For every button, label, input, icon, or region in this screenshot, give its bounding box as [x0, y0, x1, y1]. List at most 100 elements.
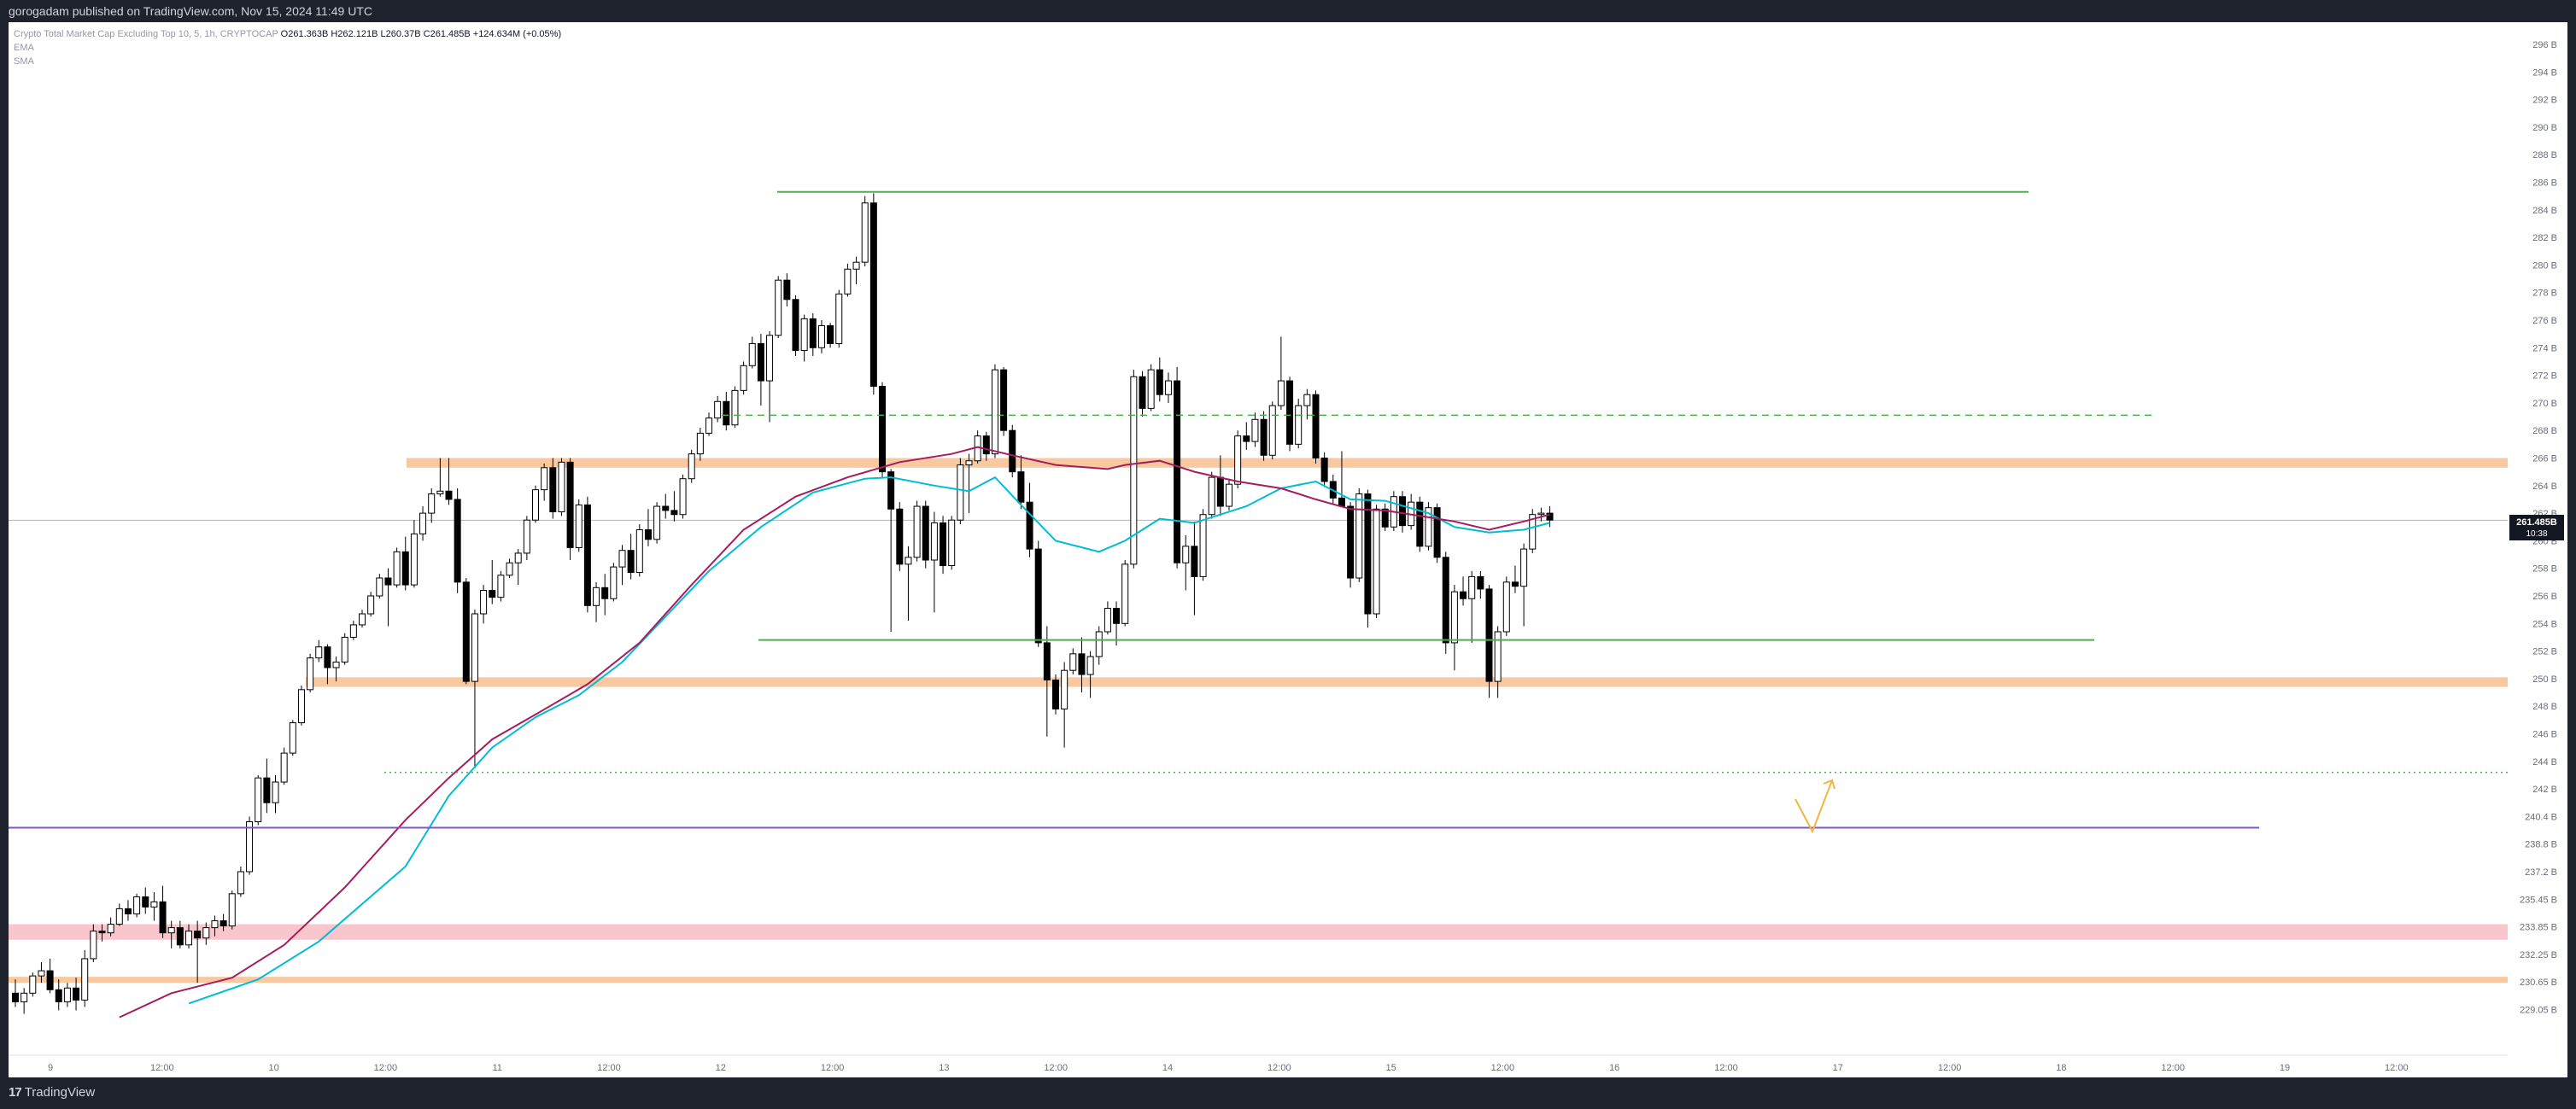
candle-body — [766, 335, 774, 382]
candle-body — [670, 510, 678, 516]
price-chart[interactable]: 296 B 294 B 292 B 290 B 288 B 286 B 284 B 282 B… — [9, 22, 2567, 1077]
candle-body — [428, 493, 436, 514]
time-axis[interactable]: 9 12:00 10 12:00 11 12:00 12 12:00 13 12:00 14 12:0… — [9, 1054, 2508, 1073]
candle-body — [1061, 669, 1068, 709]
x-tick-label: 12:00 — [2161, 1063, 2185, 1073]
candle-body — [922, 505, 929, 561]
candle-body — [1208, 476, 1215, 516]
candle-body — [107, 924, 114, 934]
candle-body — [1147, 369, 1155, 409]
drawings-layer — [9, 190, 2508, 834]
tradingview-logo-mark: 17 — [9, 1085, 22, 1100]
y-tick-label: 232.25 B — [2520, 950, 2557, 960]
candle-body — [1381, 508, 1389, 528]
candle-body — [1546, 512, 1554, 521]
footer-bar: 17 TradingView — [0, 1077, 2576, 1109]
candle-body — [514, 552, 522, 563]
candle-body — [757, 342, 764, 382]
x-tick-label: 12:00 — [1938, 1063, 1962, 1073]
candle-body — [1130, 376, 1138, 565]
y-tick-label: 237.2 B — [2525, 867, 2557, 878]
candle-body — [940, 522, 947, 566]
candle-body — [211, 920, 219, 929]
candle-body — [1312, 394, 1320, 458]
ohlc-close: C261.485B — [423, 29, 471, 39]
candle-body — [480, 590, 488, 615]
last-price-countdown: 10:38 — [2526, 529, 2547, 539]
candle-body — [289, 722, 296, 754]
symbol-name[interactable]: Crypto Total Market Cap Excluding Top 10… — [14, 29, 278, 39]
candle-body — [133, 896, 141, 914]
candle-body — [913, 505, 921, 558]
candle-body — [541, 467, 548, 491]
last-price-value: 261.485B — [2516, 517, 2557, 528]
candle-body — [1268, 405, 1276, 456]
y-tick-label: 278 B — [2532, 289, 2557, 299]
legend-main-row: Crypto Total Market Cap Excluding Top 10… — [14, 27, 561, 41]
candle-body — [376, 577, 383, 597]
candle-body — [1156, 369, 1163, 395]
y-tick-label: 296 B — [2532, 40, 2557, 50]
candle-body — [115, 908, 123, 925]
x-tick-label: 12:00 — [821, 1063, 845, 1073]
candle-body — [436, 490, 444, 494]
candle-body — [90, 931, 97, 960]
ohlc-change: +124.634M (+0.05%) — [472, 29, 562, 39]
candle-body — [1113, 608, 1121, 624]
candle-body — [246, 820, 254, 873]
candle-body — [879, 386, 886, 473]
y-tick-label: 288 B — [2532, 150, 2557, 161]
y-tick-label: 270 B — [2532, 399, 2557, 409]
ohlc-high: H262.121B — [331, 29, 378, 39]
y-tick-label: 250 B — [2532, 674, 2557, 685]
y-tick-label: 282 B — [2532, 233, 2557, 243]
candle-body — [705, 417, 712, 434]
y-tick-label: 235.45 B — [2520, 895, 2557, 905]
price-axis[interactable]: 296 B 294 B 292 B 290 B 288 B 286 B 284 B 282 B… — [2520, 40, 2557, 1016]
indicator-ema-label[interactable]: EMA — [14, 43, 34, 53]
y-tick-label: 256 B — [2532, 592, 2557, 602]
tradingview-logo[interactable]: 17 TradingView — [9, 1085, 95, 1100]
candle-body — [454, 499, 461, 583]
y-tick-label: 244 B — [2532, 757, 2557, 768]
x-tick-label: 16 — [1609, 1063, 1619, 1073]
candle-body — [1017, 471, 1025, 503]
projection-arrowhead — [1823, 779, 1835, 790]
candle-body — [1364, 493, 1372, 615]
candle-body — [558, 461, 565, 512]
x-tick-label: 12:00 — [1268, 1063, 1291, 1073]
x-tick-label: 15 — [1385, 1063, 1396, 1073]
projection-sketch — [1794, 779, 1833, 834]
candle-body — [1320, 458, 1328, 482]
x-tick-label: 14 — [1162, 1063, 1173, 1073]
candle-body — [627, 550, 635, 574]
candle-body — [1286, 380, 1294, 445]
candle-body — [1104, 608, 1111, 633]
candle-body — [1216, 476, 1224, 507]
candle-body — [255, 777, 262, 822]
candle-body — [506, 562, 513, 576]
support-zone — [306, 677, 2508, 687]
candles-layer — [12, 193, 1554, 1014]
y-tick-label: 252 B — [2532, 647, 2557, 657]
candle-body — [332, 662, 340, 668]
frame-right — [2567, 22, 2576, 1077]
candle-body — [359, 613, 366, 626]
candle-body — [1303, 394, 1311, 406]
x-tick-label: 12:00 — [1044, 1063, 1068, 1073]
candle-body — [46, 970, 54, 990]
candle-body — [1026, 501, 1033, 550]
candle-body — [1174, 380, 1181, 563]
indicator-sma-label[interactable]: SMA — [14, 56, 34, 67]
tradingview-logo-text: TradingView — [24, 1085, 96, 1100]
candle-body — [792, 299, 799, 352]
candle-body — [610, 566, 618, 599]
candle-body — [20, 992, 28, 1002]
y-tick-label: 248 B — [2532, 702, 2557, 712]
candle-body — [948, 519, 956, 566]
candle-body — [852, 261, 860, 270]
y-tick-label: 268 B — [2532, 426, 2557, 436]
x-tick-label: 12:00 — [2385, 1063, 2409, 1073]
candle-body — [1537, 512, 1545, 516]
candle-body — [1078, 653, 1086, 675]
